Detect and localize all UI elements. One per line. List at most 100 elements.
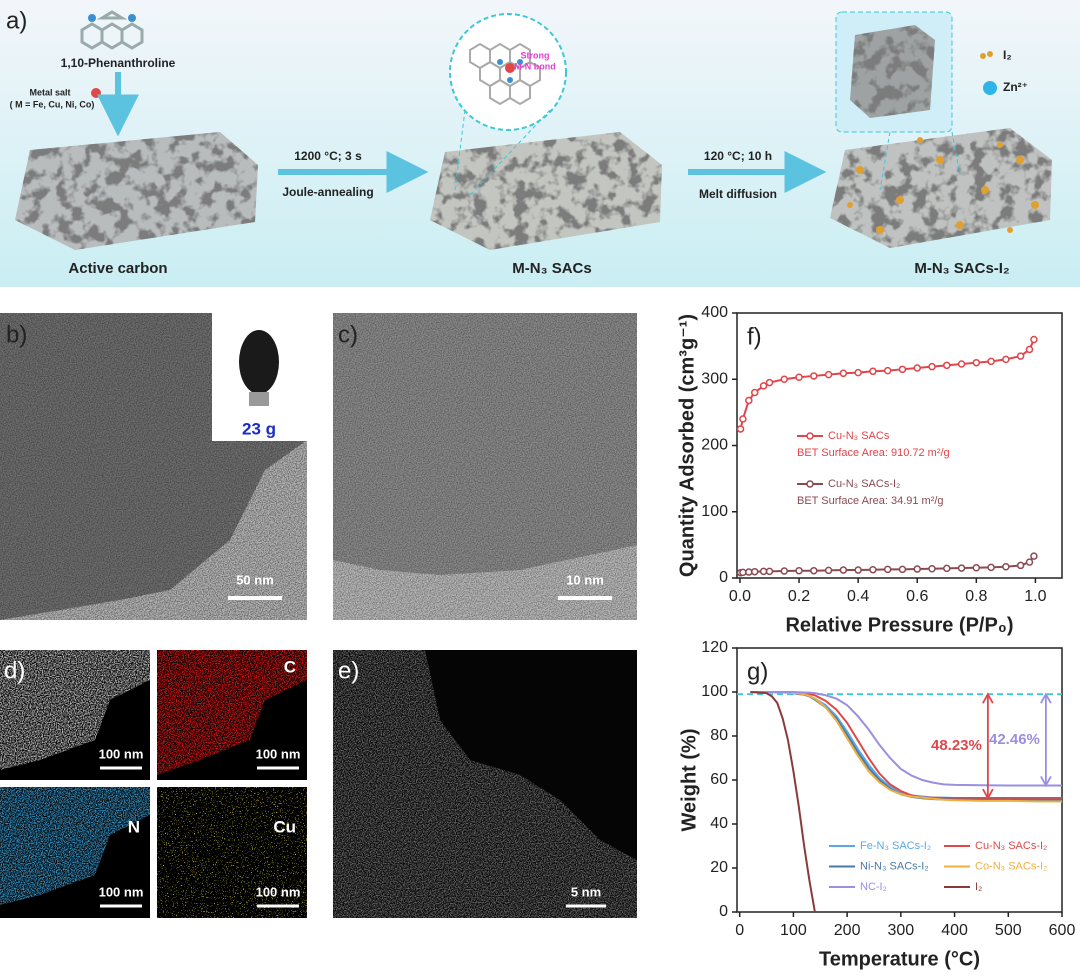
x-tick-label: 400 <box>941 922 968 939</box>
carbon-block <box>430 132 662 250</box>
data-point <box>1016 352 1025 360</box>
data-point <box>854 368 862 377</box>
x-tick-label: 0.0 <box>729 588 751 605</box>
bond-label: Strong <box>521 50 550 60</box>
data-point <box>898 365 907 374</box>
data-point <box>1030 335 1038 344</box>
arrow-head <box>1040 775 1052 788</box>
data-point <box>1002 562 1010 571</box>
scale-bar-label: 100 nm <box>256 884 301 899</box>
chart: g) 0 20 40 60 80 100 120 0 100 200 300 400 500 600 Temp… <box>678 639 1075 970</box>
y-axis-label: Quantity Adsorbed (cm³g⁻¹) <box>676 314 698 577</box>
step-condition: 1200 °C; 3 s <box>294 149 362 163</box>
bottle <box>239 330 279 394</box>
carbon-block <box>830 128 1052 248</box>
data-point <box>745 568 753 576</box>
chart: f) 0 100 200 300 400 0.0 0.2 0.4 0.6 0.8 1.0 Relativ… <box>676 304 1063 636</box>
x-tick-label: 1.0 <box>1024 588 1046 605</box>
data-point <box>869 367 877 376</box>
n-atom <box>497 59 503 65</box>
x-tick-label: 600 <box>1049 922 1076 939</box>
data-point <box>987 357 995 366</box>
data-point <box>750 567 759 576</box>
x-tick-label: 0 <box>735 922 744 939</box>
data-point <box>957 564 966 572</box>
x-tick-label: 0.4 <box>847 588 869 605</box>
panel-e: e) 5 nm <box>333 650 637 918</box>
cube <box>850 25 935 118</box>
y-tick-label: 200 <box>701 437 728 454</box>
panel-label: c) <box>338 321 358 348</box>
arrow-head <box>982 788 994 800</box>
plot-frame <box>736 312 1063 579</box>
stage-label: Active carbon <box>68 260 167 277</box>
annotation-label: 42.46% <box>989 731 1040 748</box>
legend-label: I₂ <box>975 881 982 893</box>
stage-label: M-N₃ SACs-I₂ <box>914 260 1009 277</box>
x-tick-label: 300 <box>887 922 914 939</box>
i2-icon <box>980 53 986 59</box>
data-point <box>928 362 936 371</box>
data-point <box>972 358 981 367</box>
molecule <box>80 10 144 50</box>
data-point <box>913 565 921 573</box>
i2-icon <box>987 51 993 57</box>
data-point <box>1025 558 1034 566</box>
panel-d: d) C N Cu 100 nm 100 nm 100 nm 100 nm <box>0 650 307 918</box>
element-label: N <box>128 817 140 836</box>
data-point <box>883 366 892 375</box>
legend-label: Cu-N₃ SACs-I₂ <box>828 478 900 490</box>
legend-label: NC-I₂ <box>860 881 887 893</box>
data-point <box>898 565 907 574</box>
data-point <box>839 369 848 378</box>
data-point <box>1025 345 1034 354</box>
bet-label: BET Surface Area: 910.72 m²/g <box>797 447 950 459</box>
step-condition: 120 °C; 10 h <box>704 149 772 163</box>
metal-salt-icon <box>91 88 101 98</box>
data-point <box>883 565 892 574</box>
data-point <box>972 563 981 572</box>
y-tick-label: 100 <box>701 503 728 520</box>
data-point <box>869 565 877 574</box>
data-point <box>824 566 833 575</box>
y-tick-label: 60 <box>710 771 728 788</box>
data-point <box>824 370 833 379</box>
legend-marker <box>806 432 814 440</box>
data-point <box>780 375 789 383</box>
step-method: Joule-annealing <box>282 185 373 199</box>
scale-bar-label: 5 nm <box>571 884 601 899</box>
panel-c: c) 10 nm <box>333 313 637 620</box>
step-method: Melt diffusion <box>699 187 777 201</box>
scale-bar-label: 100 nm <box>99 746 144 761</box>
data-point <box>765 567 774 576</box>
eds-signal <box>0 787 150 905</box>
eds-signal <box>157 650 307 775</box>
zoom-line <box>469 109 551 196</box>
legend-zn: Zn²⁺ <box>1003 80 1028 94</box>
y-tick-label: 80 <box>710 727 728 744</box>
data-point <box>1030 552 1038 560</box>
data-point <box>943 564 951 573</box>
legend-label: Cu-N₃ SACs-I₂ <box>975 840 1047 852</box>
data-point <box>739 568 747 577</box>
y-tick-label: 120 <box>701 639 728 656</box>
data-point <box>759 382 768 390</box>
stage-label: M-N₃ SACs <box>512 260 591 277</box>
y-tick-label: 0 <box>719 569 728 586</box>
panel-b: 23 g b) 50 nm <box>0 313 307 620</box>
data-point <box>750 388 759 397</box>
x-tick-label: 0.8 <box>965 588 987 605</box>
metal-salt: Metal salt <box>29 87 70 97</box>
scale-bar-label: 10 nm <box>566 572 604 587</box>
data-point <box>765 378 774 387</box>
eds-signal <box>157 787 307 918</box>
metal-list: ( M = Fe, Cu, Ni, Co) <box>10 99 95 109</box>
panel-label: a) <box>6 7 27 34</box>
zoom-line <box>879 131 891 191</box>
data-point <box>736 425 745 433</box>
legend-label: Co-N₃ SACs-I₂ <box>975 860 1047 872</box>
data-point <box>1016 561 1025 570</box>
data-point <box>795 373 803 382</box>
y-tick-label: 400 <box>701 304 728 321</box>
